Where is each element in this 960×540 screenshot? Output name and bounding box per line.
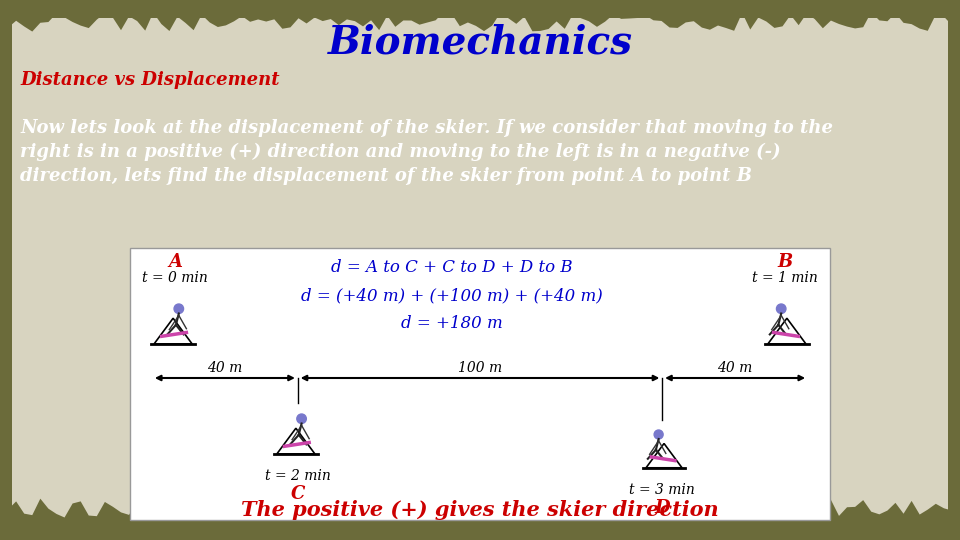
- Circle shape: [174, 304, 183, 314]
- Text: t = 2 min: t = 2 min: [265, 469, 330, 483]
- Circle shape: [777, 304, 786, 314]
- Text: 100 m: 100 m: [458, 361, 502, 375]
- Text: Now lets look at the displacement of the skier. If we consider that moving to th: Now lets look at the displacement of the…: [20, 119, 833, 137]
- Text: A: A: [168, 253, 182, 271]
- Text: Biomechanics: Biomechanics: [327, 23, 633, 61]
- Text: d = (+40 m) + (+100 m) + (+40 m): d = (+40 m) + (+100 m) + (+40 m): [301, 287, 603, 305]
- Polygon shape: [0, 498, 960, 540]
- Text: d = A to C + C to D + D to B: d = A to C + C to D + D to B: [331, 260, 573, 276]
- FancyBboxPatch shape: [948, 0, 960, 540]
- Circle shape: [654, 430, 663, 439]
- FancyBboxPatch shape: [0, 0, 12, 540]
- Text: t = 3 min: t = 3 min: [630, 483, 695, 497]
- Text: 40 m: 40 m: [207, 361, 243, 375]
- Text: t = 1 min: t = 1 min: [752, 271, 818, 285]
- Text: t = 0 min: t = 0 min: [142, 271, 208, 285]
- Circle shape: [297, 414, 306, 423]
- FancyBboxPatch shape: [10, 18, 950, 528]
- Polygon shape: [768, 318, 805, 344]
- Text: The positive (+) gives the skier direction: The positive (+) gives the skier directi…: [241, 500, 719, 520]
- Text: d = +180 m: d = +180 m: [401, 314, 503, 332]
- FancyBboxPatch shape: [130, 248, 830, 520]
- Polygon shape: [276, 428, 315, 454]
- Polygon shape: [0, 0, 960, 31]
- Polygon shape: [155, 318, 192, 344]
- Text: 40 m: 40 m: [717, 361, 753, 375]
- Text: Distance vs Displacement: Distance vs Displacement: [20, 71, 279, 89]
- Text: D: D: [655, 499, 670, 517]
- Polygon shape: [646, 443, 682, 468]
- Text: C: C: [291, 485, 305, 503]
- Text: direction, lets find the displacement of the skier from point A to point B: direction, lets find the displacement of…: [20, 167, 752, 185]
- Text: right is in a positive (+) direction and moving to the left is in a negative (-): right is in a positive (+) direction and…: [20, 143, 780, 161]
- Text: B: B: [778, 253, 793, 271]
